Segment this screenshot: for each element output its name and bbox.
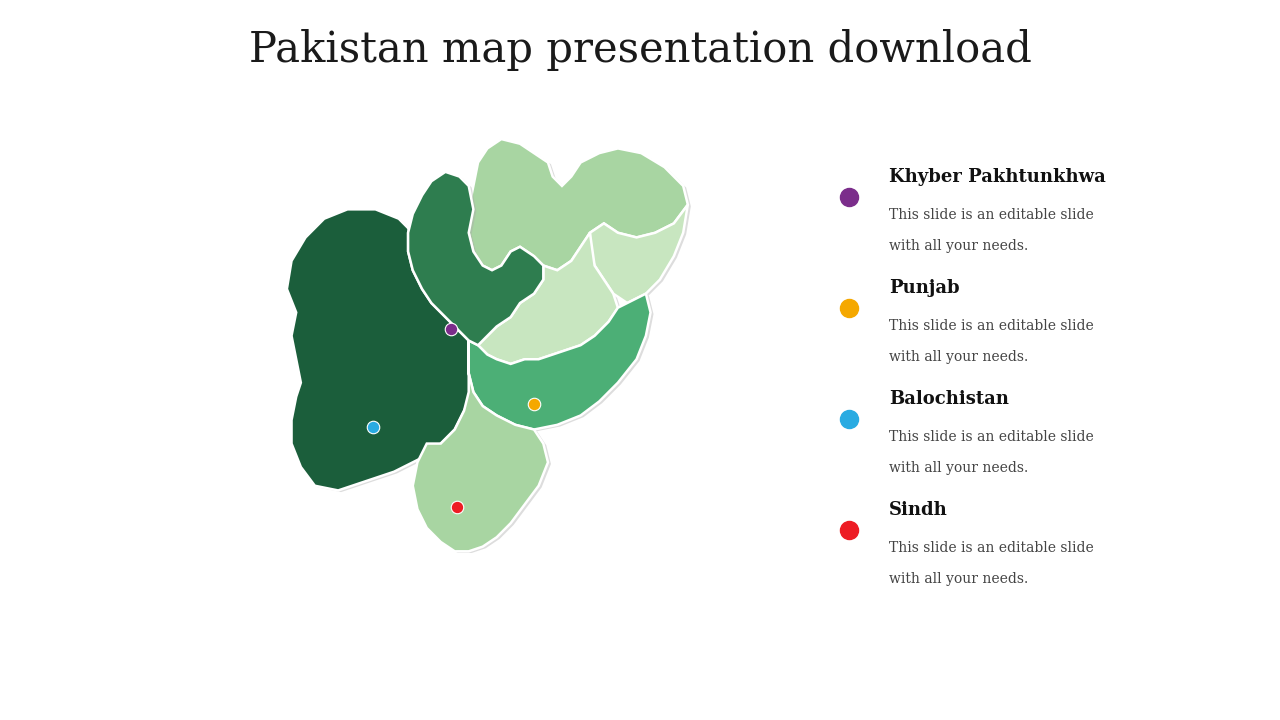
Text: with all your needs.: with all your needs.: [890, 461, 1028, 474]
Polygon shape: [412, 341, 548, 552]
Polygon shape: [481, 235, 621, 366]
Text: This slide is an editable slide: This slide is an editable slide: [890, 208, 1094, 222]
Polygon shape: [408, 172, 543, 345]
Polygon shape: [472, 295, 654, 431]
Polygon shape: [411, 174, 547, 347]
Text: This slide is an editable slide: This slide is an editable slide: [890, 319, 1094, 333]
Polygon shape: [593, 207, 691, 305]
Text: Punjab: Punjab: [890, 279, 960, 297]
Polygon shape: [590, 204, 687, 303]
Polygon shape: [468, 139, 687, 270]
Polygon shape: [289, 211, 476, 492]
Polygon shape: [468, 294, 650, 430]
Text: Khyber Pakhtunkhwa: Khyber Pakhtunkhwa: [890, 168, 1106, 186]
Text: Balochistan: Balochistan: [890, 390, 1009, 408]
Polygon shape: [287, 210, 474, 490]
Text: This slide is an editable slide: This slide is an editable slide: [890, 541, 1094, 555]
Polygon shape: [477, 233, 618, 364]
Text: with all your needs.: with all your needs.: [890, 239, 1028, 253]
Text: with all your needs.: with all your needs.: [890, 350, 1028, 364]
Text: Sindh: Sindh: [890, 501, 948, 519]
Text: with all your needs.: with all your needs.: [890, 572, 1028, 585]
Text: This slide is an editable slide: This slide is an editable slide: [890, 430, 1094, 444]
Text: Pakistan map presentation download: Pakistan map presentation download: [248, 29, 1032, 71]
Polygon shape: [416, 342, 550, 553]
Polygon shape: [472, 140, 691, 272]
